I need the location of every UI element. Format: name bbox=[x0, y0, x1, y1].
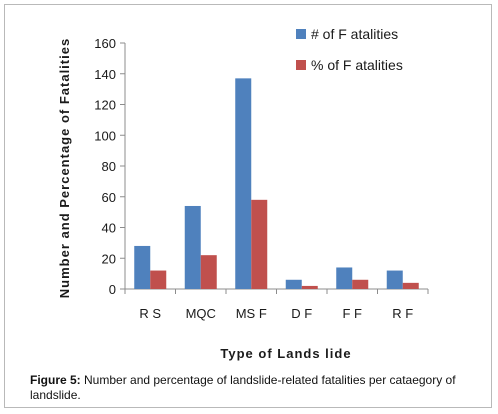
bar-percent bbox=[251, 199, 268, 289]
bar-count bbox=[235, 78, 252, 289]
figure-caption: Figure 5: Number and percentage of lands… bbox=[30, 373, 485, 403]
bar-percent bbox=[200, 255, 217, 289]
y-axis-title: Number and Percentage of Fatalities bbox=[57, 38, 72, 298]
y-tick-label: 0 bbox=[109, 282, 116, 297]
x-axis-title: Type of Lands lide bbox=[220, 346, 351, 361]
bar-percent bbox=[352, 279, 369, 289]
caption-label: Figure 5: bbox=[30, 373, 81, 387]
bar-count bbox=[336, 267, 353, 289]
legend-swatch bbox=[296, 60, 306, 70]
legend-swatch bbox=[296, 29, 306, 39]
bar-percent bbox=[301, 285, 318, 289]
y-tick-label: 140 bbox=[94, 67, 116, 82]
y-tick-label: 40 bbox=[102, 221, 116, 236]
legend: # of F atalities % of F atalities bbox=[296, 26, 403, 73]
y-tick-label: 80 bbox=[102, 159, 116, 174]
bar-count bbox=[386, 270, 403, 289]
x-tick-label: F F bbox=[343, 306, 363, 321]
x-tick-label: R S bbox=[139, 306, 161, 321]
bar-count bbox=[134, 245, 151, 289]
x-tick-label: MQC bbox=[186, 306, 216, 321]
y-tick-label: 120 bbox=[94, 98, 116, 113]
bar-percent bbox=[150, 270, 167, 289]
x-tick-label: R F bbox=[392, 306, 413, 321]
caption-text: Number and percentage of landslide-relat… bbox=[30, 373, 456, 402]
legend-label: # of F atalities bbox=[311, 26, 398, 42]
bar-count bbox=[285, 279, 302, 289]
y-tick-label: 160 bbox=[94, 36, 116, 51]
x-tick-label: D F bbox=[291, 306, 312, 321]
y-tick-label: 100 bbox=[94, 128, 116, 143]
bar-percent bbox=[402, 282, 419, 289]
x-tick-label: MS F bbox=[236, 306, 267, 321]
legend-label: % of F atalities bbox=[311, 57, 403, 73]
bar-chart: Number and Percentage of Fatalities Type… bbox=[57, 26, 429, 361]
y-tick-label: 60 bbox=[102, 190, 116, 205]
y-tick-label: 20 bbox=[102, 251, 116, 266]
bar-count bbox=[184, 205, 201, 289]
